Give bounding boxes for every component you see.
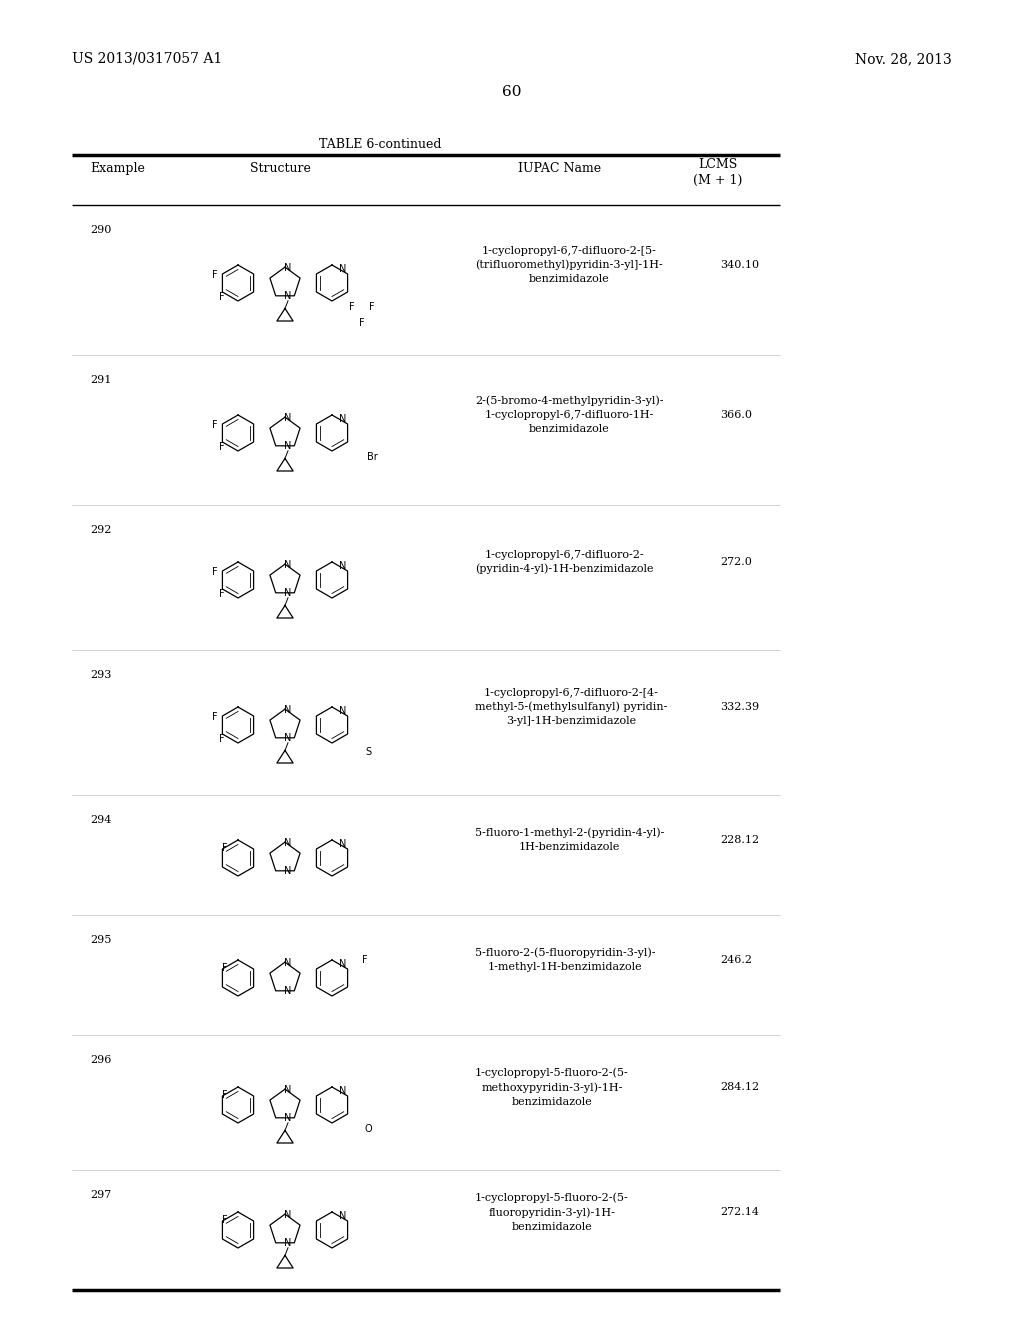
Text: F: F (349, 302, 354, 312)
Text: F: F (222, 964, 227, 973)
Text: US 2013/0317057 A1: US 2013/0317057 A1 (72, 51, 222, 66)
Text: N: N (339, 1085, 346, 1096)
Text: F: F (222, 1090, 227, 1100)
Text: N: N (285, 733, 292, 743)
Text: N: N (285, 441, 292, 451)
Text: N: N (339, 1210, 346, 1221)
Text: F: F (222, 1214, 227, 1225)
Text: 340.10: 340.10 (720, 260, 759, 271)
Text: N: N (285, 1238, 292, 1247)
Text: Structure: Structure (250, 162, 310, 176)
Text: F: F (370, 302, 375, 312)
Text: N: N (339, 706, 346, 715)
Text: 295: 295 (90, 935, 112, 945)
Text: N: N (285, 958, 292, 968)
Text: N: N (339, 561, 346, 570)
Text: TABLE 6-continued: TABLE 6-continued (318, 139, 441, 150)
Text: 5-fluoro-1-methyl-2-(pyridin-4-yl)-
1H-benzimidazole: 5-fluoro-1-methyl-2-(pyridin-4-yl)- 1H-b… (475, 828, 665, 853)
Text: N: N (285, 413, 292, 422)
Text: F: F (222, 843, 227, 853)
Text: Nov. 28, 2013: Nov. 28, 2013 (855, 51, 952, 66)
Text: N: N (339, 838, 346, 849)
Text: 332.39: 332.39 (720, 702, 759, 711)
Text: N: N (285, 587, 292, 598)
Text: F: F (359, 318, 365, 327)
Text: O: O (365, 1125, 372, 1134)
Text: 291: 291 (90, 375, 112, 385)
Text: 292: 292 (90, 525, 112, 535)
Text: 290: 290 (90, 224, 112, 235)
Text: 293: 293 (90, 671, 112, 680)
Text: N: N (285, 1113, 292, 1123)
Text: N: N (285, 290, 292, 301)
Text: 228.12: 228.12 (720, 836, 759, 845)
Text: 297: 297 (90, 1191, 112, 1200)
Text: F: F (212, 568, 218, 577)
Text: 284.12: 284.12 (720, 1082, 759, 1092)
Text: N: N (285, 1085, 292, 1094)
Text: N: N (339, 958, 346, 969)
Text: N: N (285, 986, 292, 995)
Text: N: N (339, 413, 346, 424)
Text: LCMS: LCMS (698, 158, 737, 172)
Text: 5-fluoro-2-(5-fluoropyridin-3-yl)-
1-methyl-1H-benzimidazole: 5-fluoro-2-(5-fluoropyridin-3-yl)- 1-met… (475, 948, 655, 973)
Text: 246.2: 246.2 (720, 954, 752, 965)
Text: 366.0: 366.0 (720, 411, 752, 420)
Text: F: F (219, 292, 225, 302)
Text: N: N (285, 560, 292, 570)
Text: 1-cyclopropyl-5-fluoro-2-(5-
methoxypyridin-3-yl)-1H-
benzimidazole: 1-cyclopropyl-5-fluoro-2-(5- methoxypyri… (475, 1068, 629, 1106)
Text: Br: Br (367, 451, 378, 462)
Text: 2-(5-bromo-4-methylpyridin-3-yl)-
1-cyclopropyl-6,7-difluoro-1H-
benzimidazole: 2-(5-bromo-4-methylpyridin-3-yl)- 1-cycl… (475, 396, 664, 434)
Text: N: N (285, 1209, 292, 1220)
Text: F: F (362, 954, 368, 965)
Text: N: N (285, 263, 292, 273)
Text: 272.14: 272.14 (720, 1206, 759, 1217)
Text: N: N (285, 705, 292, 714)
Text: N: N (285, 838, 292, 847)
Text: 1-cyclopropyl-6,7-difluoro-2-[4-
methyl-5-(methylsulfanyl) pyridin-
3-yl]-1H-ben: 1-cyclopropyl-6,7-difluoro-2-[4- methyl-… (475, 688, 668, 726)
Text: F: F (219, 589, 225, 599)
Text: 1-cyclopropyl-6,7-difluoro-2-[5-
(trifluoromethyl)pyridin-3-yl]-1H-
benzimidazol: 1-cyclopropyl-6,7-difluoro-2-[5- (triflu… (475, 246, 663, 284)
Text: 272.0: 272.0 (720, 557, 752, 568)
Text: F: F (212, 711, 218, 722)
Text: 60: 60 (502, 84, 522, 99)
Text: N: N (339, 264, 346, 273)
Text: N: N (285, 866, 292, 875)
Text: Example: Example (90, 162, 144, 176)
Text: 294: 294 (90, 814, 112, 825)
Text: 1-cyclopropyl-6,7-difluoro-2-
(pyridin-4-yl)-1H-benzimidazole: 1-cyclopropyl-6,7-difluoro-2- (pyridin-4… (475, 549, 653, 574)
Text: (M + 1): (M + 1) (693, 174, 742, 187)
Text: F: F (219, 442, 225, 451)
Text: F: F (212, 420, 218, 430)
Text: F: F (212, 271, 218, 280)
Text: S: S (365, 747, 371, 756)
Text: 296: 296 (90, 1055, 112, 1065)
Text: IUPAC Name: IUPAC Name (518, 162, 601, 176)
Text: 1-cyclopropyl-5-fluoro-2-(5-
fluoropyridin-3-yl)-1H-
benzimidazole: 1-cyclopropyl-5-fluoro-2-(5- fluoropyrid… (475, 1192, 629, 1232)
Text: F: F (219, 734, 225, 744)
